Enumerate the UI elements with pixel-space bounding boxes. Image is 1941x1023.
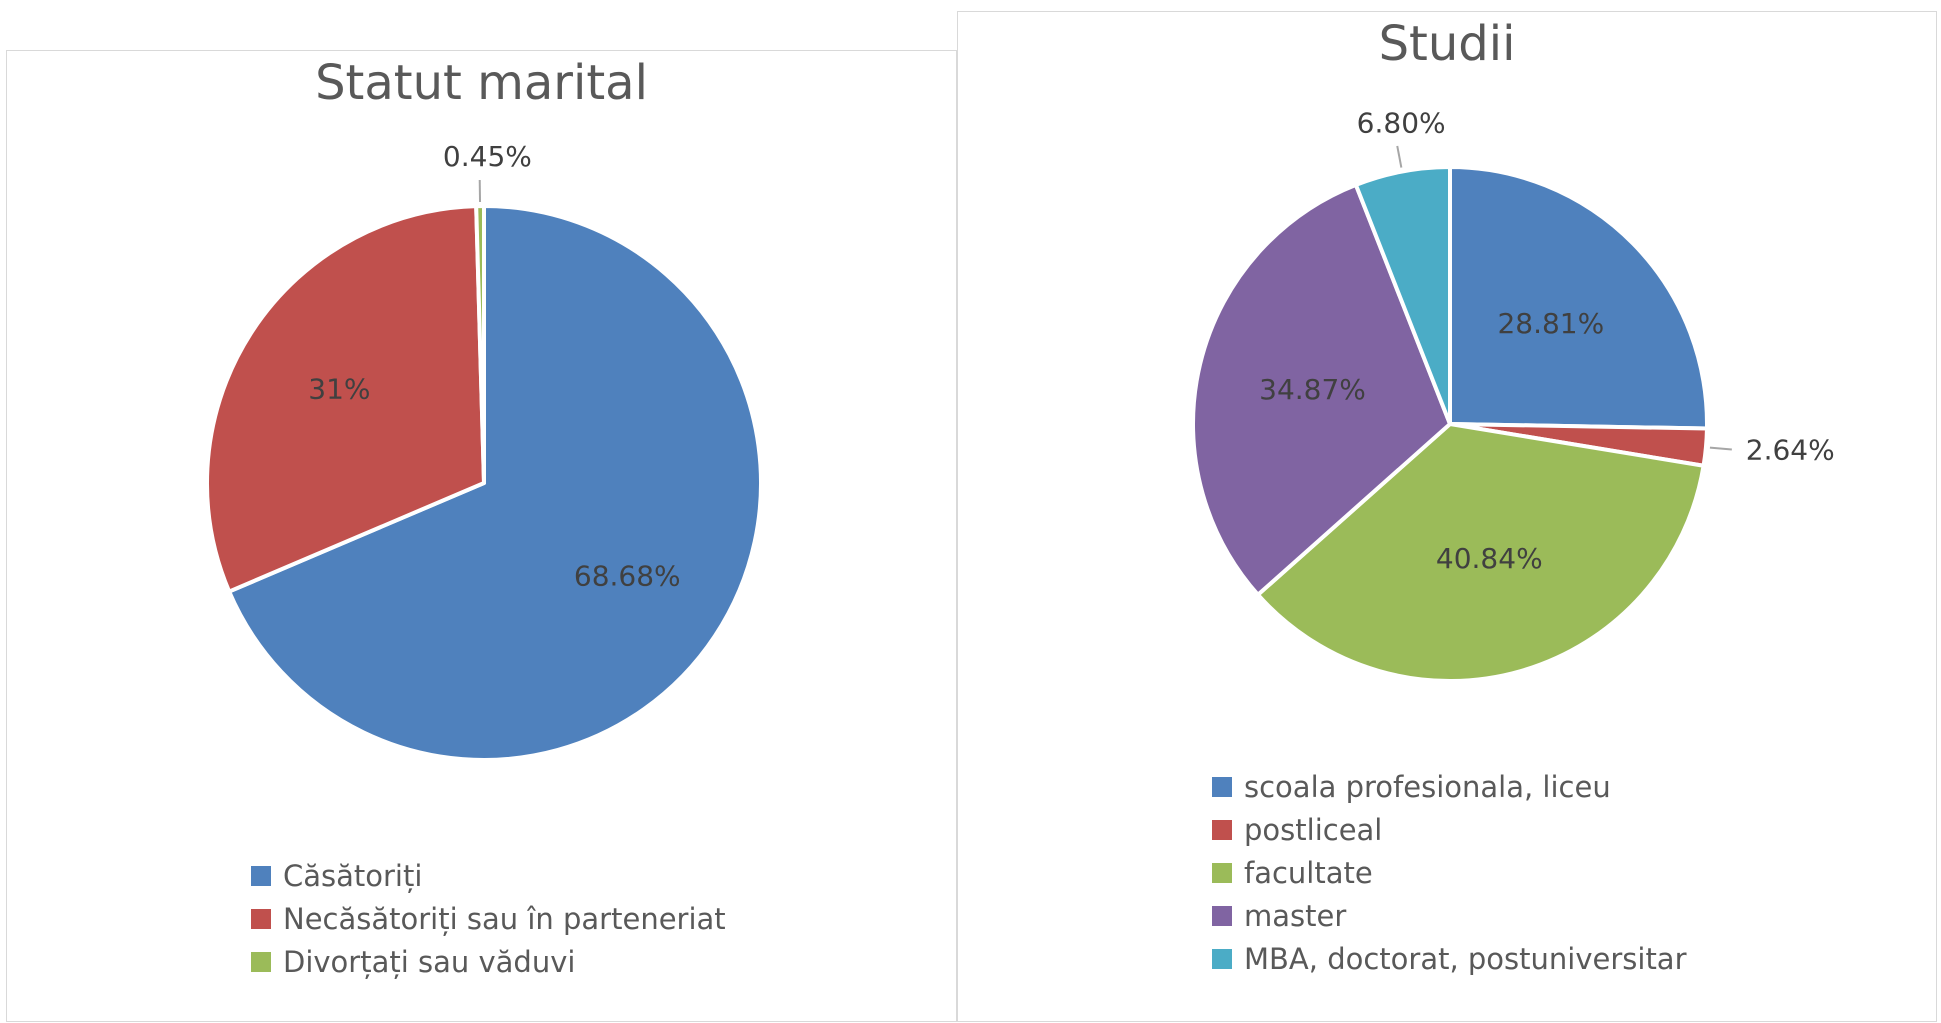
data-label: 31% — [308, 372, 370, 405]
legend-item: scoala profesionala, liceu — [1212, 765, 1687, 808]
legend-item: postliceal — [1212, 808, 1687, 851]
data-label: 2.64% — [1746, 434, 1835, 467]
legend-item: Divorțați sau văduvi — [251, 940, 726, 983]
legend-swatch — [251, 952, 271, 972]
legend-swatch — [251, 866, 271, 886]
legend-label: postliceal — [1244, 813, 1382, 847]
legend-label: Necăsătoriți sau în parteneriat — [283, 902, 726, 936]
chart-panel-studii: Studii 28.81%2.64%40.84%34.87%6.80% scoa… — [957, 11, 1937, 1022]
data-label: 6.80% — [1357, 106, 1446, 139]
legend-label: facultate — [1244, 856, 1373, 890]
legend-swatch — [1212, 777, 1232, 797]
legend-swatch — [1212, 949, 1232, 969]
legend-marital: Căsătoriți Necăsătoriți sau în parteneria… — [251, 854, 726, 983]
leader-line — [1397, 146, 1401, 168]
legend-item: Căsătoriți — [251, 854, 726, 897]
data-label: 40.84% — [1436, 542, 1543, 575]
pie-slice — [1450, 167, 1707, 429]
legend-label: scoala profesionala, liceu — [1244, 770, 1611, 804]
legend-swatch — [1212, 863, 1232, 883]
chart-panel-marital: Statut marital 68.68%31%0.45% Căsătoriți… — [6, 50, 957, 1022]
leader-line — [1710, 448, 1732, 450]
legend-studii: scoala profesionala, liceu postliceal facu… — [1212, 765, 1687, 980]
legend-swatch — [1212, 820, 1232, 840]
legend-swatch — [251, 909, 271, 929]
data-label: 0.45% — [443, 140, 532, 173]
legend-label: master — [1244, 899, 1346, 933]
legend-swatch — [1212, 906, 1232, 926]
data-label: 68.68% — [574, 560, 681, 593]
data-label: 28.81% — [1497, 307, 1604, 340]
data-label: 34.87% — [1259, 373, 1366, 406]
legend-label: Divorțați sau văduvi — [283, 945, 575, 979]
legend-item: facultate — [1212, 851, 1687, 894]
legend-item: MBA, doctorat, postuniversitar — [1212, 937, 1687, 980]
legend-item: master — [1212, 894, 1687, 937]
legend-item: Necăsătoriți sau în parteneriat — [251, 897, 726, 940]
legend-label: MBA, doctorat, postuniversitar — [1244, 942, 1687, 976]
legend-label: Căsătoriți — [283, 859, 422, 893]
